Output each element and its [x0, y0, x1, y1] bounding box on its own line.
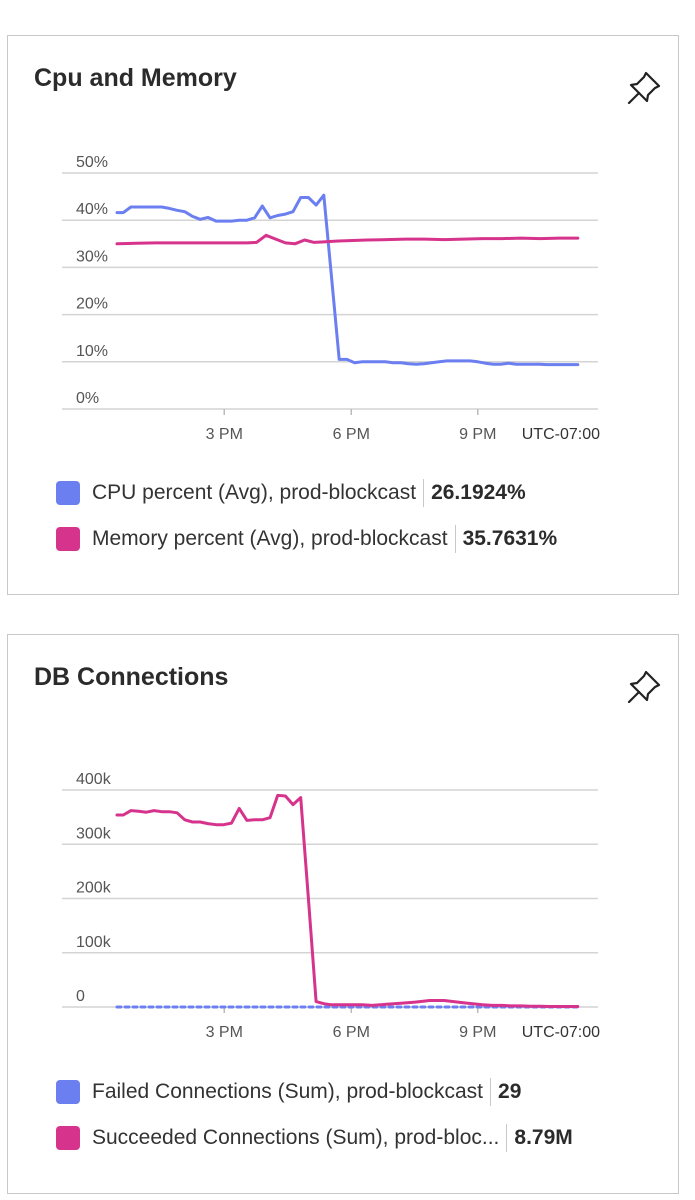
pin-icon[interactable]	[624, 68, 664, 108]
legend: CPU percent (Avg), prod-blockcast 26.192…	[56, 470, 557, 562]
legend: Failed Connections (Sum), prod-blockcast…	[56, 1069, 573, 1161]
legend-label: Succeeded Connections (Sum), prod-bloc..…	[92, 1126, 500, 1149]
legend-divider	[454, 525, 456, 553]
y-tick-label: 10%	[76, 343, 108, 360]
series-line[interactable]	[115, 793, 580, 1008]
y-tick-label: 0%	[76, 390, 99, 407]
legend-swatch-succeeded	[56, 1126, 80, 1150]
db-connections-chart: 0 100k 200k 300k 400k 3 PM 6 PM 9 PM UTC-07:00	[62, 771, 600, 1041]
legend-divider	[423, 479, 425, 507]
y-tick-label: 0	[76, 988, 85, 1005]
legend-value: 26.1924%	[431, 481, 526, 504]
legend-item-memory[interactable]: Memory percent (Avg), prod-blockcast 35.…	[56, 516, 557, 562]
legend-value: 8.79M	[514, 1126, 573, 1149]
pin-icon[interactable]	[624, 667, 664, 707]
legend-swatch-failed	[56, 1080, 80, 1104]
y-tick-label: 400k	[76, 771, 112, 788]
legend-divider	[506, 1124, 508, 1152]
legend-swatch-memory	[56, 527, 80, 551]
y-tick-label: 20%	[76, 296, 108, 313]
db-connections-card: DB Connections 0 100k 200k 300k 400k 3 PM 6 PM…	[7, 634, 679, 1194]
y-tick-label: 40%	[76, 201, 108, 218]
x-tick-label: 9 PM	[459, 1024, 496, 1041]
y-tick-label: 50%	[76, 154, 108, 171]
legend-item-cpu[interactable]: CPU percent (Avg), prod-blockcast 26.192…	[56, 470, 557, 516]
card-title: Cpu and Memory	[34, 64, 237, 92]
timezone-label: UTC-07:00	[522, 426, 600, 443]
legend-item-succeeded[interactable]: Succeeded Connections (Sum), prod-bloc..…	[56, 1115, 573, 1161]
legend-item-failed[interactable]: Failed Connections (Sum), prod-blockcast…	[56, 1069, 573, 1115]
legend-divider	[490, 1078, 492, 1106]
cpu-memory-chart: 0% 10% 20% 30% 40% 50% 3 PM 6 PM 9 PM UTC-07:00	[62, 154, 600, 443]
legend-swatch-cpu	[56, 481, 80, 505]
y-tick-label: 100k	[76, 934, 112, 951]
y-tick-label: 200k	[76, 880, 112, 897]
legend-label: Memory percent (Avg), prod-blockcast	[92, 527, 448, 550]
x-tick-label: 3 PM	[206, 1024, 243, 1041]
legend-label: Failed Connections (Sum), prod-blockcast	[92, 1080, 484, 1103]
legend-value: 29	[498, 1080, 522, 1103]
cpu-memory-card: Cpu and Memory 0% 10% 20% 30% 40% 50% 3 PM 6 PM…	[7, 35, 679, 595]
legend-label: CPU percent (Avg), prod-blockcast	[92, 481, 417, 504]
x-tick-label: 6 PM	[333, 426, 370, 443]
y-tick-label: 30%	[76, 248, 108, 265]
series-line[interactable]	[115, 193, 580, 367]
legend-value: 35.7631%	[462, 527, 558, 550]
x-tick-label: 6 PM	[333, 1024, 370, 1041]
series-line[interactable]	[115, 233, 580, 246]
timezone-label: UTC-07:00	[522, 1024, 600, 1041]
x-tick-label: 9 PM	[459, 426, 496, 443]
y-tick-label: 300k	[76, 825, 112, 842]
x-tick-label: 3 PM	[206, 426, 243, 443]
card-title: DB Connections	[34, 663, 229, 691]
